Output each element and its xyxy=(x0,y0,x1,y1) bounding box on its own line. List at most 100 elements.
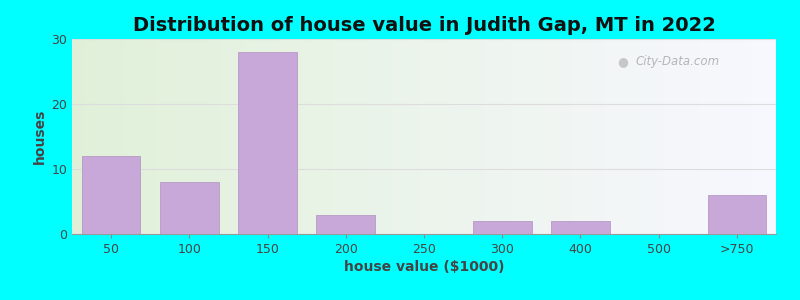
Bar xyxy=(421,39,424,234)
Bar xyxy=(114,39,118,234)
Bar xyxy=(773,39,776,234)
Bar xyxy=(308,39,311,234)
Bar xyxy=(318,39,322,234)
Bar xyxy=(135,39,139,234)
Bar xyxy=(192,39,195,234)
Bar xyxy=(632,39,635,234)
Bar xyxy=(326,39,329,234)
Bar xyxy=(551,221,610,234)
Bar xyxy=(593,39,597,234)
Bar xyxy=(572,39,575,234)
Bar xyxy=(255,39,258,234)
Bar xyxy=(512,39,515,234)
Bar xyxy=(723,39,726,234)
Bar xyxy=(494,39,498,234)
Bar xyxy=(607,39,610,234)
Bar xyxy=(650,39,653,234)
Bar xyxy=(702,39,706,234)
Bar xyxy=(150,39,153,234)
Bar xyxy=(600,39,603,234)
Bar xyxy=(582,39,586,234)
Bar xyxy=(597,39,600,234)
Bar xyxy=(132,39,135,234)
Bar xyxy=(691,39,695,234)
Bar xyxy=(726,39,730,234)
Bar xyxy=(128,39,132,234)
Bar xyxy=(515,39,519,234)
Bar xyxy=(266,39,269,234)
Bar xyxy=(315,39,318,234)
Bar xyxy=(251,39,255,234)
Bar xyxy=(223,39,227,234)
Bar xyxy=(241,39,245,234)
Bar xyxy=(544,39,547,234)
Bar xyxy=(110,39,114,234)
Bar xyxy=(286,39,290,234)
Bar xyxy=(234,39,238,234)
Bar xyxy=(343,39,346,234)
Bar xyxy=(568,39,572,234)
Bar xyxy=(558,39,562,234)
Bar xyxy=(406,39,410,234)
Bar xyxy=(153,39,157,234)
Bar xyxy=(502,39,505,234)
Bar xyxy=(586,39,590,234)
X-axis label: house value ($1000): house value ($1000) xyxy=(344,260,504,274)
Bar xyxy=(452,39,456,234)
Bar xyxy=(294,39,298,234)
Bar xyxy=(357,39,361,234)
Bar xyxy=(170,39,174,234)
Bar xyxy=(350,39,354,234)
Bar xyxy=(213,39,216,234)
Bar xyxy=(638,39,642,234)
Bar xyxy=(434,39,438,234)
Bar xyxy=(766,39,769,234)
Bar xyxy=(167,39,170,234)
Bar xyxy=(526,39,530,234)
Bar xyxy=(248,39,251,234)
Bar xyxy=(554,39,558,234)
Bar xyxy=(311,39,315,234)
Bar xyxy=(748,39,751,234)
Bar xyxy=(371,39,374,234)
Bar xyxy=(656,39,660,234)
Bar xyxy=(625,39,628,234)
Bar xyxy=(498,39,502,234)
Bar xyxy=(505,39,509,234)
Bar xyxy=(276,39,280,234)
Bar xyxy=(104,39,107,234)
Bar xyxy=(660,39,663,234)
Bar xyxy=(474,39,477,234)
Bar xyxy=(202,39,206,234)
Bar xyxy=(744,39,748,234)
Bar xyxy=(195,39,198,234)
Bar xyxy=(698,39,702,234)
Bar xyxy=(336,39,339,234)
Bar xyxy=(339,39,343,234)
Bar xyxy=(238,39,241,234)
Bar xyxy=(210,39,213,234)
Bar xyxy=(621,39,625,234)
Bar xyxy=(72,39,75,234)
Bar xyxy=(100,39,104,234)
Bar xyxy=(519,39,522,234)
Bar xyxy=(459,39,462,234)
Bar xyxy=(317,214,375,234)
Bar xyxy=(79,39,82,234)
Bar xyxy=(414,39,417,234)
Bar xyxy=(431,39,434,234)
Bar xyxy=(227,39,230,234)
Bar xyxy=(442,39,445,234)
Bar xyxy=(438,39,442,234)
Bar xyxy=(462,39,466,234)
Bar xyxy=(618,39,621,234)
Bar xyxy=(522,39,526,234)
Bar xyxy=(741,39,744,234)
Text: City-Data.com: City-Data.com xyxy=(635,55,719,68)
Bar xyxy=(280,39,283,234)
Bar xyxy=(628,39,632,234)
Bar xyxy=(734,39,738,234)
Title: Distribution of house value in Judith Gap, MT in 2022: Distribution of house value in Judith Ga… xyxy=(133,16,715,35)
Bar xyxy=(322,39,326,234)
Bar xyxy=(730,39,734,234)
